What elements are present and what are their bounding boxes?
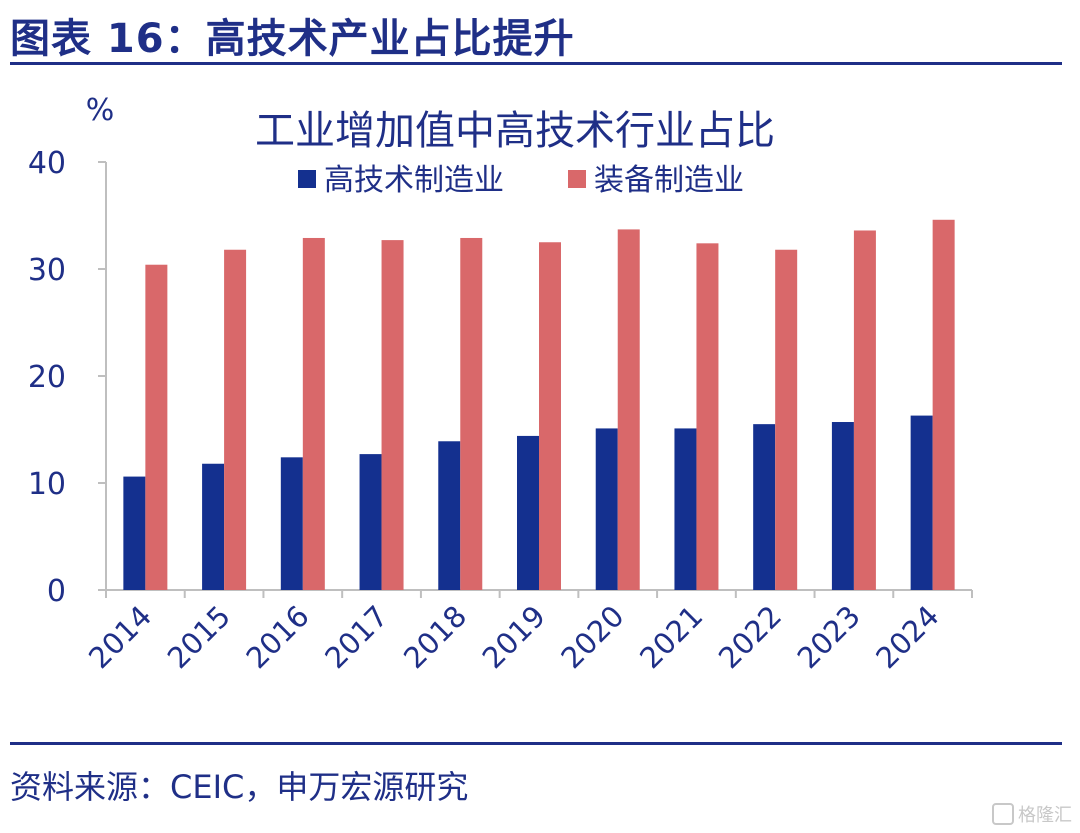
y-tick-label: 10 xyxy=(28,467,66,502)
bar-equipment xyxy=(617,229,640,590)
x-tick-labels: 2014 2015 2016 2017 2018 2019 2020 2021 2022 2023… xyxy=(82,599,946,675)
legend: 高技术制造业 装备制造业 xyxy=(298,163,744,198)
x-tick-label: 2015 xyxy=(161,599,237,675)
chart-title: 工业增加值中高技术行业占比 xyxy=(255,108,775,154)
bar-equipment xyxy=(696,243,719,590)
y-axis-unit-label: % xyxy=(86,93,115,128)
bar-high-tech xyxy=(280,457,303,590)
figure-title: 图表 16：高技术产业占比提升 xyxy=(10,16,575,62)
legend-label: 高技术制造业 xyxy=(324,163,504,198)
bar-high-tech xyxy=(438,441,461,590)
bar-high-tech xyxy=(202,463,225,590)
y-tick-labels: 0 10 20 30 40 xyxy=(28,146,66,609)
y-tick-label: 20 xyxy=(28,360,66,395)
watermark: 格隆汇 xyxy=(992,801,1072,827)
x-tick-label: 2018 xyxy=(397,599,473,675)
legend-label: 装备制造业 xyxy=(594,163,744,198)
source-note: 资料来源：CEIC，申万宏源研究 xyxy=(10,768,469,806)
bar-high-tech xyxy=(123,476,146,590)
bar-equipment xyxy=(932,219,955,590)
legend-swatch xyxy=(298,170,316,188)
bars xyxy=(123,219,955,591)
bar-high-tech xyxy=(910,415,933,590)
bar-high-tech xyxy=(831,422,854,590)
bar-chart: 工业增加值中高技术行业占比 % 高技术制造业 装备制造业 2014 2015 2016… xyxy=(28,93,973,675)
bar-equipment xyxy=(302,237,325,590)
x-tick-label: 2020 xyxy=(554,599,630,675)
bar-equipment xyxy=(381,240,404,591)
x-tick-label: 2024 xyxy=(869,599,945,675)
bar-equipment xyxy=(224,249,247,591)
watermark-logo-icon xyxy=(992,803,1014,825)
bar-equipment xyxy=(853,230,876,591)
bar-equipment xyxy=(460,237,483,590)
y-tick-label: 40 xyxy=(28,146,66,181)
x-tick-label: 2016 xyxy=(240,599,316,675)
x-tick-label: 2014 xyxy=(82,599,158,675)
bar-equipment xyxy=(539,242,561,590)
x-tick-label: 2017 xyxy=(318,599,394,675)
x-tick-label: 2021 xyxy=(633,599,709,675)
bar-high-tech xyxy=(595,428,618,590)
x-tick-label: 2019 xyxy=(476,599,552,675)
y-tick-label: 30 xyxy=(28,253,66,288)
bar-high-tech xyxy=(674,428,697,590)
bar-high-tech xyxy=(359,454,382,590)
title-divider xyxy=(10,62,1062,65)
bar-high-tech xyxy=(517,435,539,590)
y-tick-label: 0 xyxy=(47,574,66,609)
source-divider xyxy=(10,742,1062,745)
x-tick-label: 2023 xyxy=(791,599,867,675)
bar-equipment xyxy=(145,264,168,590)
bar-equipment xyxy=(775,249,798,591)
legend-swatch xyxy=(568,170,586,188)
x-tick-label: 2022 xyxy=(712,599,788,675)
watermark-text: 格隆汇 xyxy=(1018,805,1072,826)
bar-high-tech xyxy=(753,424,776,590)
